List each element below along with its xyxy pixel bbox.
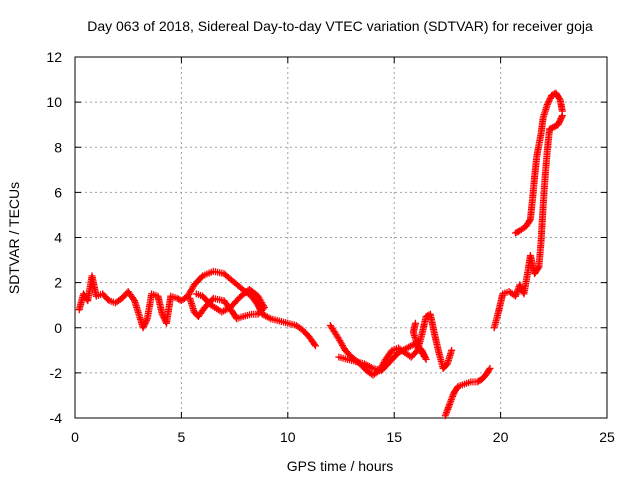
data-point [142,318,150,326]
data-point [311,342,319,350]
axis-ticks: 0 5 10 15 20 25 -4 -2 0 2 4 6 8 10 12 [46,49,615,445]
y-tick-label: 2 [54,275,62,291]
y-tick-label: 10 [46,94,62,110]
x-tick-label: 5 [178,429,186,445]
y-tick-label: 0 [54,320,62,336]
data-point [140,322,148,330]
data-point [448,346,456,354]
y-tick-label: -2 [50,365,63,381]
data-point [558,113,566,121]
x-tick-label: 20 [493,429,509,445]
data-point [546,94,554,102]
data-point [534,264,542,272]
data-point [485,366,493,374]
data-points [75,89,566,420]
data-point [310,340,318,348]
series-branch-g [511,89,566,237]
y-tick-label: 4 [54,230,62,246]
data-point [141,321,149,329]
data-point [192,290,200,298]
x-tick-label: 0 [71,429,79,445]
data-point [546,96,554,104]
data-point [411,319,419,327]
data-point [554,121,562,129]
series-branch-f [490,112,566,332]
data-point [555,119,563,127]
data-point [526,217,534,225]
data-point [557,115,565,123]
y-tick-label: -4 [50,410,63,426]
series-branch-e [441,364,494,420]
data-point [415,343,423,351]
y-axis-title: SDTVAR / TECUs [6,182,22,294]
data-point [159,312,167,320]
data-point [545,97,553,105]
data-point [143,316,151,324]
data-point [543,100,551,108]
x-tick-label: 25 [599,429,615,445]
series-branch-c [326,310,456,379]
data-point [558,107,566,115]
data-point [139,324,147,332]
y-tick-label: 12 [46,49,62,65]
chart-title: Day 063 of 2018, Sidereal Day-to-day VTE… [87,18,593,34]
data-point [486,364,494,372]
x-tick-label: 10 [280,429,296,445]
data-point [556,116,564,124]
data-point [555,118,563,126]
x-tick-label: 15 [386,429,402,445]
series-branch-a [75,267,319,350]
x-axis-title: GPS time / hours [287,458,394,474]
y-tick-label: 8 [54,139,62,155]
data-point [130,295,138,303]
series-branch-d [335,319,430,375]
data-point [544,99,552,107]
series-branch-b [186,285,268,323]
data-point [255,303,263,311]
y-tick-label: 6 [54,184,62,200]
grid [75,57,607,418]
data-point [141,319,149,327]
